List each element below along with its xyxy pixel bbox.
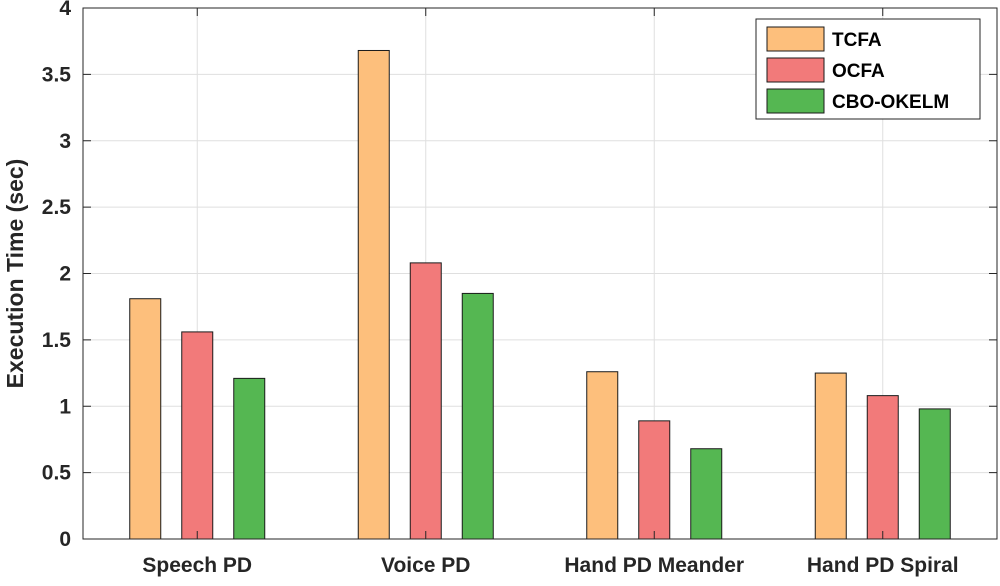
bar-tcfa-voice-pd [357,49,390,540]
bar-ocfa-hand-pd-meander [638,420,671,540]
y-tick-label: 4 [59,0,71,20]
x-tick-label: Speech PD [142,554,252,577]
y-tick-label: 2.5 [42,196,72,219]
bar-cbo-okelm-hand-pd-meander [690,448,723,540]
y-tick-label: 3.5 [42,63,72,86]
y-tick-label: 1 [59,395,71,418]
bar-cbo-okelm-speech-pd [233,377,266,540]
y-axis-ticks: 0 0.5 1 1.5 2 2.5 3 3.5 4 [42,0,997,551]
bar-tcfa-hand-pd-meander [586,371,619,540]
bar-tcfa-hand-pd-spiral [814,372,847,540]
x-axis-ticks: Speech PD Voice PD Hand PD Meander Hand PD … [142,8,959,577]
bar-ocfa-speech-pd [181,331,214,540]
x-tick-label: Voice PD [381,554,470,577]
bar-ocfa-hand-pd-spiral [866,395,899,540]
y-axis-title: Execution Time (sec) [2,159,28,389]
x-tick-label: Hand PD Spiral [807,554,959,577]
legend-swatch [766,26,825,52]
legend-label: TCFA [832,30,882,51]
legend-swatch [766,57,825,83]
legend-label: OCFA [832,61,885,82]
bar-tcfa-speech-pd [129,298,162,540]
legend: TCFA OCFA CBO-OKELM [755,18,981,120]
bars [129,49,951,540]
y-tick-label: 1.5 [42,329,72,352]
y-tick-label: 0 [59,528,71,551]
bar-ocfa-voice-pd [409,262,442,540]
x-tick-label: Hand PD Meander [564,554,744,577]
legend-swatch [766,88,825,114]
bar-cbo-okelm-hand-pd-spiral [918,408,951,540]
y-tick-label: 0.5 [42,462,72,485]
y-tick-label: 2 [59,263,71,286]
bar-cbo-okelm-voice-pd [461,292,494,540]
legend-label: CBO-OKELM [832,92,949,113]
y-tick-label: 3 [59,130,71,153]
